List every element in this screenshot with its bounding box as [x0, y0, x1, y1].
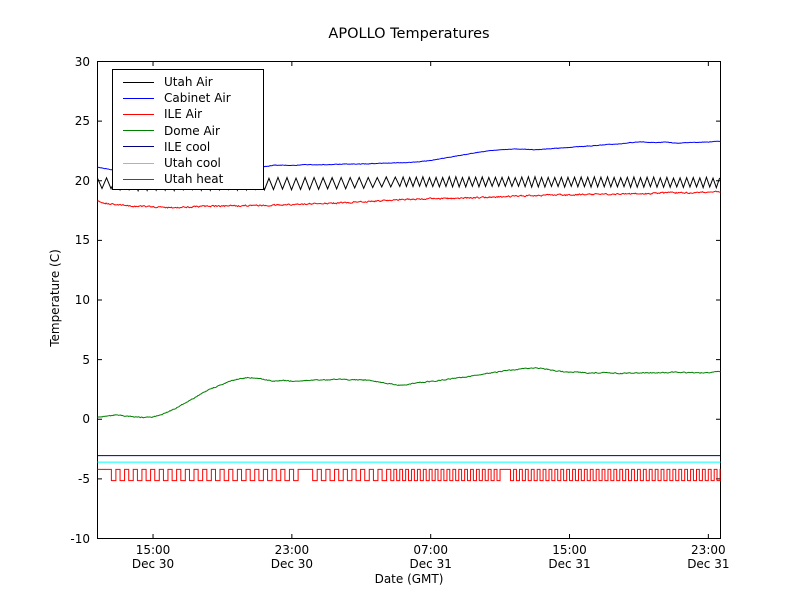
legend-line-swatch: [123, 113, 154, 115]
x-tick-label: 23:00 Dec 31: [687, 543, 730, 571]
legend-line-swatch: [123, 146, 154, 148]
series-line-ile-air: [97, 190, 721, 209]
legend-label: Utah heat: [164, 172, 224, 187]
legend: Utah Air Cabinet Air ILE Air Dome Air ILE co…: [112, 69, 264, 191]
legend-line-swatch: [123, 81, 154, 83]
legend-item: Dome Air: [113, 123, 263, 139]
y-tick-label: 25: [74, 114, 90, 129]
x-tick-label: 15:00 Dec 30: [131, 543, 175, 571]
x-tick-label: 15:00 Dec 31: [548, 543, 591, 571]
y-tick-label: 10: [74, 293, 90, 307]
legend-item: Cabinet Air: [113, 90, 263, 106]
y-tick-label: 15: [74, 233, 90, 248]
x-tick-label: 23:00 Dec 30: [270, 543, 314, 571]
legend-item: ILE cool: [113, 139, 263, 155]
legend-label: Utah cool: [164, 156, 221, 171]
y-tick-label: -5: [78, 471, 90, 486]
legend-line-swatch: [123, 97, 154, 99]
chart-title: APOLLO Temperatures: [328, 26, 490, 42]
legend-label: Dome Air: [164, 123, 220, 138]
y-tick-label: 20: [74, 173, 90, 188]
legend-line-swatch: [123, 178, 154, 180]
series-line-utah-heat: [97, 468, 721, 482]
legend-item: Utah cool: [113, 155, 263, 171]
legend-label: ILE cool: [164, 139, 211, 154]
y-tick-label: 5: [82, 352, 90, 367]
legend-label: Utah Air: [164, 75, 213, 90]
legend-line-swatch: [123, 162, 154, 164]
series-line-dome-air: [97, 367, 721, 419]
y-tick-label: 0: [82, 412, 90, 427]
legend-item: Utah heat: [113, 171, 263, 187]
legend-label: ILE Air: [164, 107, 203, 122]
legend-item: ILE Air: [113, 106, 263, 122]
x-tick-label: 07:00 Dec 31: [409, 543, 452, 571]
y-tick-label: 30: [74, 54, 90, 69]
y-tick-label: -10: [70, 531, 90, 546]
legend-label: Cabinet Air: [164, 91, 231, 106]
legend-item: Utah Air: [113, 74, 263, 90]
x-axis-label: Date (GMT): [374, 572, 444, 586]
legend-line-swatch: [123, 130, 154, 132]
